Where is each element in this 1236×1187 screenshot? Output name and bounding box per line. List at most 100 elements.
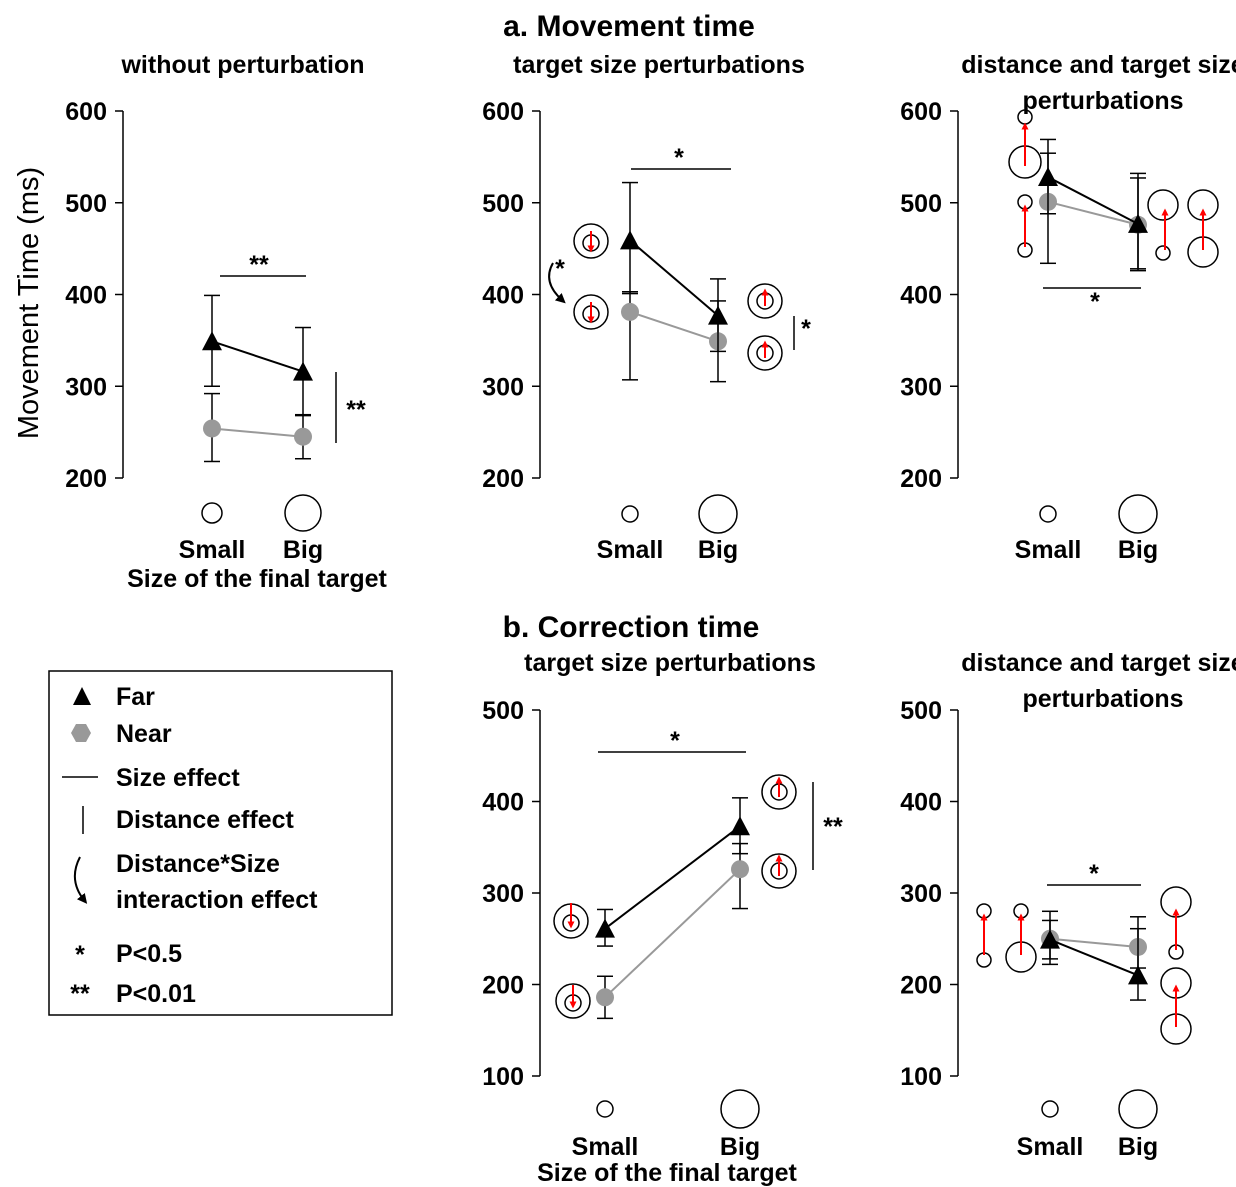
panel-title: distance and target size	[961, 649, 1236, 677]
significance-label: *	[801, 315, 811, 343]
big-target-icon	[698, 494, 738, 534]
y-tick-label: 200	[65, 465, 107, 493]
big-target-icon	[1118, 1089, 1158, 1129]
target-ring-icon	[976, 952, 992, 968]
y-axis-label: Movement Time (ms)	[13, 167, 45, 439]
chart-panel-3: distance and target size perturbations 200…	[900, 51, 1236, 564]
target-ring-icon	[747, 335, 783, 371]
small-target-icon	[201, 502, 223, 524]
far-data-point	[1038, 167, 1058, 187]
significance-label: *	[674, 144, 684, 172]
far-data-point	[1128, 965, 1148, 985]
small-target-icon	[1039, 505, 1057, 523]
panel-title: without perturbation	[120, 51, 364, 79]
near-series-line	[629, 310, 719, 343]
x-tick-label: Big	[1118, 536, 1158, 564]
target-ring-icon	[1155, 245, 1171, 261]
panel-title: target size perturbations	[513, 51, 805, 79]
section-a-title: a. Movement time	[503, 10, 755, 43]
target-ring-icon	[573, 294, 609, 330]
panel-title: perturbations	[1022, 685, 1183, 713]
target-ring-icon	[573, 223, 609, 259]
panel-title: distance and target size	[961, 51, 1236, 79]
y-tick-label: 600	[482, 98, 524, 126]
near-data-point	[621, 302, 639, 321]
y-tick-label: 400	[482, 282, 524, 310]
chart-panels: without perturbation 200 300 400 500 600 Small…	[65, 51, 1236, 1161]
far-data-point	[620, 230, 640, 250]
chart-panel-4: target size perturbations 100 200 300 400 500…	[482, 649, 843, 1161]
y-tick-label: 300	[482, 373, 524, 401]
far-series-line	[211, 340, 304, 373]
near-series-line	[1047, 200, 1139, 226]
far-data-point	[202, 331, 222, 351]
near-data-point	[731, 860, 749, 879]
y-tick-label: 200	[482, 465, 524, 493]
x-tick-label: Small	[179, 536, 246, 564]
target-ring-icon	[1017, 194, 1033, 210]
chart-panel-5: distance and target size perturbations 100…	[900, 649, 1236, 1161]
significance-label: *	[555, 255, 565, 283]
far-series-line	[604, 825, 741, 930]
y-tick-label: 400	[65, 282, 107, 310]
x-tick-label: Big	[720, 1133, 760, 1161]
y-tick-label: 400	[900, 282, 942, 310]
x-tick-label: Big	[283, 536, 323, 564]
significance-label: *	[1089, 860, 1099, 888]
chart-panel-1: without perturbation 200 300 400 500 600 Small…	[65, 51, 366, 564]
panel-title: perturbations	[1022, 87, 1183, 115]
legend: Far Near Size effect Distance effect Dis…	[48, 670, 393, 1016]
far-data-point	[595, 918, 615, 938]
x-tick-label: Big	[698, 536, 738, 564]
big-target-icon	[1118, 494, 1158, 534]
y-tick-label: 100	[900, 1063, 942, 1091]
y-tick-label: 400	[900, 789, 942, 817]
legend-box	[48, 670, 393, 1016]
target-ring-icon	[747, 283, 783, 319]
legend-near-icon	[71, 724, 91, 742]
legend-distance-effect-label: Distance effect	[116, 806, 295, 834]
far-series-line	[629, 239, 719, 317]
x-tick-label: Small	[1017, 1133, 1084, 1161]
far-series-line	[1049, 938, 1139, 977]
legend-double-star-label: P<0.01	[116, 980, 196, 1008]
big-target-icon	[720, 1089, 760, 1129]
small-target-icon	[621, 505, 639, 523]
y-tick-label: 200	[900, 465, 942, 493]
target-ring-icon	[976, 903, 992, 919]
far-data-point	[1128, 213, 1148, 233]
significance-label: *	[1090, 288, 1100, 316]
far-data-point	[708, 305, 728, 325]
y-tick-label: 300	[900, 880, 942, 908]
legend-near-label: Near	[116, 720, 172, 748]
y-tick-label: 200	[482, 972, 524, 1000]
target-ring-icon	[1013, 903, 1029, 919]
target-ring-icon	[1147, 189, 1179, 221]
y-tick-label: 500	[900, 697, 942, 725]
x-axis-label-bottom: Size of the final target	[537, 1159, 797, 1187]
near-series-line	[604, 868, 741, 999]
x-axis-label-top: Size of the final target	[127, 565, 387, 593]
near-data-point	[294, 427, 312, 446]
legend-curved-arrow-icon	[73, 856, 88, 904]
far-data-point	[730, 816, 750, 836]
small-target-icon	[1041, 1100, 1059, 1118]
legend-far-icon	[73, 687, 91, 705]
legend-single-star-label: P<0.5	[116, 940, 182, 968]
far-data-point	[293, 361, 313, 381]
y-tick-label: 400	[482, 789, 524, 817]
y-tick-label: 600	[65, 98, 107, 126]
target-ring-icon	[761, 853, 797, 889]
chart-panel-2: target size perturbations 200 300 400 500 600…	[482, 51, 811, 564]
target-ring-icon	[761, 774, 797, 810]
y-tick-label: 500	[482, 697, 524, 725]
x-tick-label: Small	[597, 536, 664, 564]
near-data-point	[203, 419, 221, 438]
y-tick-label: 500	[900, 190, 942, 218]
y-tick-label: 200	[900, 972, 942, 1000]
perturbation-sketches	[553, 109, 1219, 1045]
significance-label: **	[346, 396, 366, 424]
legend-interaction-label-line1: Distance*Size	[116, 850, 280, 878]
significance-label: *	[670, 727, 680, 755]
